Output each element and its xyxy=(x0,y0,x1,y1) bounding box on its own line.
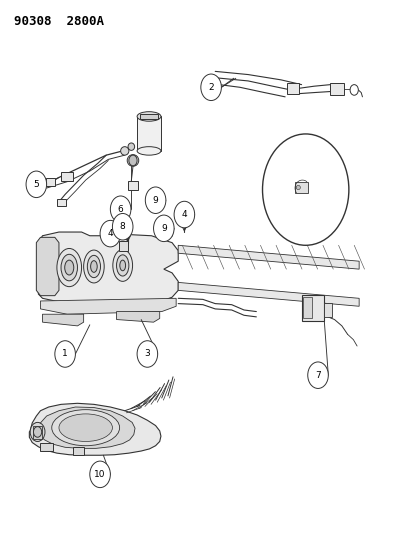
Bar xyxy=(302,297,311,318)
Circle shape xyxy=(55,341,75,367)
Text: 10: 10 xyxy=(94,470,106,479)
Bar xyxy=(330,83,343,95)
Bar xyxy=(323,303,331,317)
Circle shape xyxy=(200,74,221,101)
Ellipse shape xyxy=(116,255,128,276)
Bar xyxy=(137,116,161,151)
Ellipse shape xyxy=(119,260,125,271)
Circle shape xyxy=(26,171,47,198)
Polygon shape xyxy=(36,237,59,296)
Polygon shape xyxy=(43,314,83,326)
Circle shape xyxy=(137,341,157,367)
Polygon shape xyxy=(178,245,358,269)
Circle shape xyxy=(307,362,328,389)
Bar xyxy=(287,83,298,94)
Text: 4: 4 xyxy=(181,210,187,219)
Circle shape xyxy=(112,214,133,240)
Text: 9: 9 xyxy=(152,196,158,205)
Text: 6: 6 xyxy=(117,205,123,214)
Bar xyxy=(46,179,55,186)
Ellipse shape xyxy=(296,185,299,190)
Text: 4: 4 xyxy=(107,229,113,238)
Circle shape xyxy=(110,196,131,222)
Text: 1: 1 xyxy=(62,350,68,359)
Bar xyxy=(61,172,73,181)
Circle shape xyxy=(174,201,194,228)
Circle shape xyxy=(262,134,348,245)
Bar xyxy=(33,425,42,439)
Circle shape xyxy=(128,155,137,166)
Bar xyxy=(301,295,323,320)
Polygon shape xyxy=(38,232,178,304)
Bar xyxy=(295,182,307,193)
Circle shape xyxy=(90,461,110,488)
Text: 8: 8 xyxy=(119,222,125,231)
Bar xyxy=(118,241,127,251)
Ellipse shape xyxy=(137,112,161,121)
Bar xyxy=(140,114,157,119)
Text: 5: 5 xyxy=(33,180,39,189)
Ellipse shape xyxy=(90,261,97,272)
Ellipse shape xyxy=(127,155,138,166)
Circle shape xyxy=(349,85,358,95)
Bar xyxy=(73,447,83,455)
Bar xyxy=(40,442,53,451)
Ellipse shape xyxy=(83,250,104,283)
Ellipse shape xyxy=(87,255,100,278)
Ellipse shape xyxy=(113,249,132,281)
Bar xyxy=(128,181,138,190)
Text: 90308  2800A: 90308 2800A xyxy=(14,14,104,28)
Polygon shape xyxy=(178,282,358,306)
Bar xyxy=(57,199,66,206)
Text: 9: 9 xyxy=(161,224,166,233)
Ellipse shape xyxy=(59,414,112,441)
Ellipse shape xyxy=(120,147,128,155)
Polygon shape xyxy=(38,407,135,448)
Text: 7: 7 xyxy=(314,370,320,379)
Polygon shape xyxy=(116,312,159,322)
Circle shape xyxy=(145,187,166,214)
Ellipse shape xyxy=(52,410,119,446)
Circle shape xyxy=(100,220,120,247)
Text: 2: 2 xyxy=(208,83,214,92)
Circle shape xyxy=(153,215,174,241)
Circle shape xyxy=(33,426,42,437)
Ellipse shape xyxy=(137,147,161,155)
Ellipse shape xyxy=(61,254,77,281)
Text: 3: 3 xyxy=(144,350,150,359)
Circle shape xyxy=(30,422,45,441)
Polygon shape xyxy=(29,403,161,455)
Ellipse shape xyxy=(57,248,81,287)
Ellipse shape xyxy=(128,143,134,150)
Ellipse shape xyxy=(64,260,74,275)
Polygon shape xyxy=(40,298,176,314)
